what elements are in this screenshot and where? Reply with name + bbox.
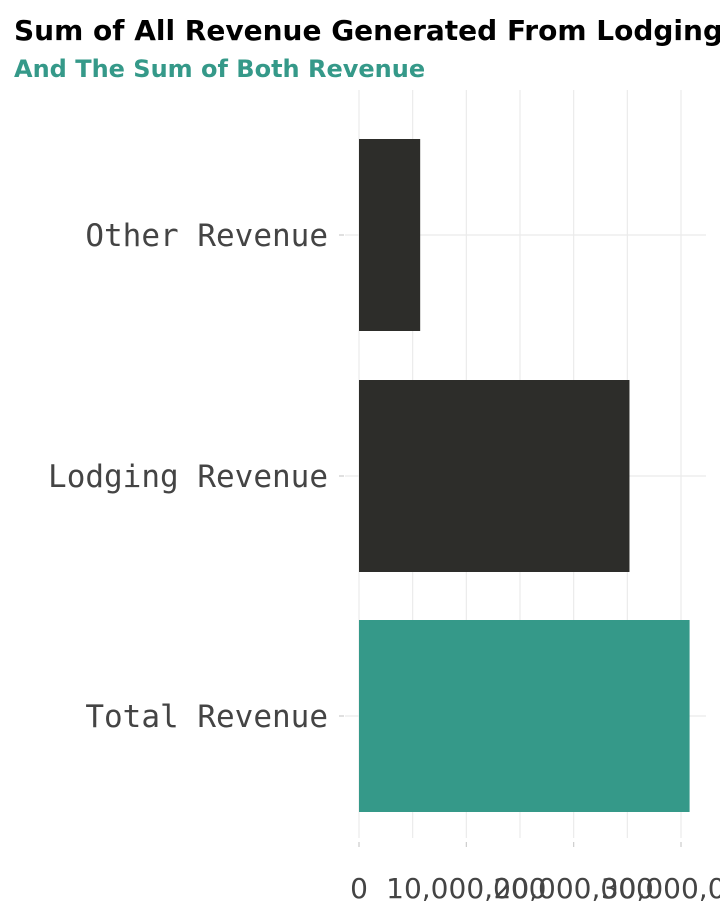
bar-lodging-revenue <box>359 380 630 572</box>
category-label: Total Revenue <box>85 699 328 735</box>
bar-total-revenue <box>359 620 690 812</box>
bar-other-revenue <box>359 139 421 331</box>
x-tick-label: 10,000,000 <box>386 872 546 905</box>
x-tick-label: 30,000,000 <box>601 872 720 905</box>
category-label: Lodging Revenue <box>48 459 328 495</box>
x-tick-label: 20,000,000 <box>494 872 654 905</box>
category-label: Other Revenue <box>85 218 328 254</box>
x-tick-label: 0 <box>350 872 368 905</box>
chart-subtitle: And The Sum of Both Revenue <box>14 55 425 83</box>
label-layer: Other Revenue Lodging Revenue Total Revenu… <box>48 218 720 905</box>
chart-title: Sum of All Revenue Generated From Lodgin… <box>14 14 720 47</box>
bar-layer <box>359 139 690 812</box>
